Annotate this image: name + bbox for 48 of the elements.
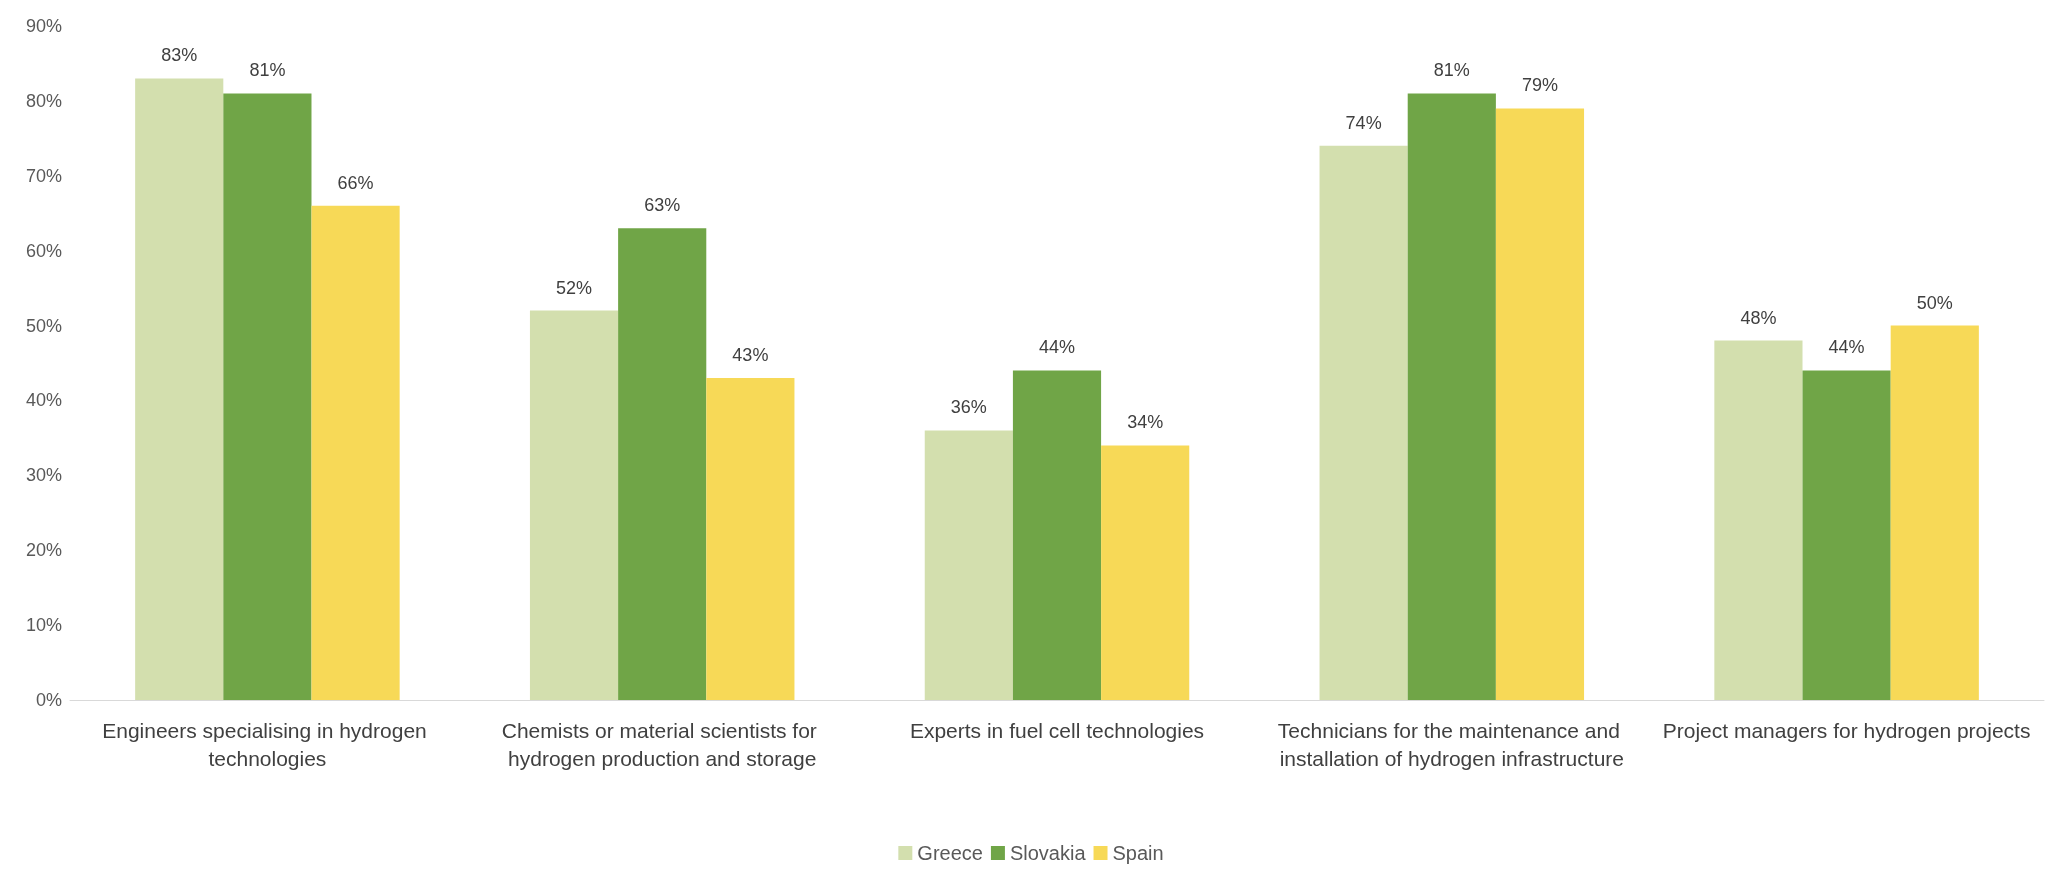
bar	[1101, 445, 1190, 700]
data-label: 34%	[1127, 412, 1164, 433]
bar	[311, 205, 400, 700]
legend-label: Greece	[917, 842, 983, 864]
x-tick-label: Chemists or material scientists for hydrogen production and storage	[501, 718, 823, 770]
bar	[223, 93, 312, 700]
bar	[1714, 340, 1803, 700]
x-tick-label: Project managers for hydrogen projects	[1662, 718, 2031, 742]
data-label: 44%	[1828, 337, 1865, 358]
data-label: 79%	[1521, 75, 1558, 96]
data-label: 43%	[732, 344, 769, 365]
bar	[706, 377, 795, 700]
bar	[1012, 370, 1102, 700]
legend-label: Spain	[1112, 842, 1164, 864]
y-tick-label: 90%	[25, 16, 62, 36]
y-tick-label: 70%	[25, 165, 62, 186]
bar	[529, 310, 619, 700]
bar	[1802, 370, 1891, 700]
y-tick-label: 30%	[25, 465, 62, 486]
data-label: 74%	[1345, 112, 1382, 133]
data-label: 44%	[1038, 337, 1076, 358]
y-tick-label: 40%	[25, 390, 62, 411]
bar	[618, 228, 707, 700]
y-tick-label: 10%	[25, 615, 62, 636]
data-label: 66%	[337, 172, 374, 193]
bar	[1319, 145, 1408, 700]
x-tick-label: Technicians for the maintenance and installation of hydrogen infrastructure	[1277, 718, 1626, 770]
y-tick-label: 60%	[25, 240, 62, 261]
data-label: 81%	[1433, 60, 1470, 81]
y-tick-label: 0%	[35, 690, 62, 710]
legend-label: Slovakia	[1009, 842, 1087, 864]
data-label: 52%	[556, 277, 593, 298]
bar	[924, 430, 1013, 700]
x-tick-label: Engineers specialising in hydrogen technologies	[102, 718, 433, 770]
y-tick-label: 50%	[25, 315, 62, 336]
data-label: 81%	[249, 60, 286, 81]
bar	[1890, 325, 1979, 700]
y-tick-label: 20%	[25, 540, 62, 561]
data-label: 50%	[1916, 292, 1953, 313]
data-label: 83%	[161, 45, 198, 66]
data-label: 48%	[1740, 307, 1777, 328]
data-label: 63%	[644, 195, 681, 216]
bar	[135, 78, 224, 700]
bar	[1407, 93, 1496, 700]
bar	[1495, 108, 1585, 700]
data-label: 36%	[950, 397, 987, 418]
y-tick-label: 80%	[25, 90, 62, 111]
x-tick-label: Experts in fuel cell technologies	[909, 718, 1205, 742]
